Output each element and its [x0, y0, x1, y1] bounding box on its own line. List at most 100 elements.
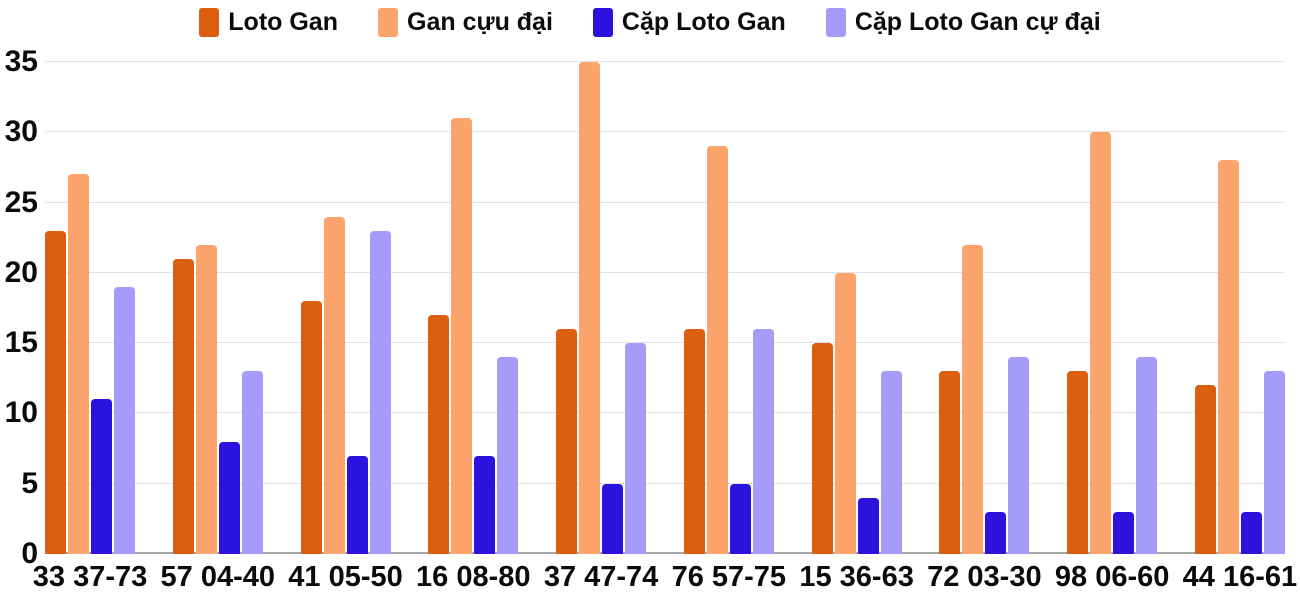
bar-loto-gan[interactable] — [172, 258, 194, 554]
x-category-label-text: 33 37-73 — [32, 561, 148, 593]
bar-cap-loto-gan-cu-ai[interactable] — [241, 371, 263, 554]
bar-group — [683, 62, 774, 554]
x-category-label-text: 16 08-80 — [416, 561, 531, 593]
bar-cap-loto-gan[interactable] — [985, 511, 1007, 554]
bar-cap-loto-gan-cu-ai[interactable] — [880, 371, 902, 554]
bar-loto-gan[interactable] — [1067, 371, 1089, 554]
bar-cap-loto-gan[interactable] — [474, 455, 496, 554]
bar-gan-cuu-ai[interactable] — [1090, 132, 1112, 554]
bar-cap-loto-gan-cu-ai[interactable] — [752, 329, 774, 554]
bar-loto-gan[interactable] — [811, 343, 833, 554]
x-category-label-text: 37 47-74 — [543, 561, 659, 593]
bar-cap-loto-gan-cu-ai[interactable] — [625, 343, 647, 554]
gridline — [45, 342, 1285, 344]
y-tick-label: 5 — [21, 466, 38, 500]
legend-label: Cặp Loto Gan cự đại — [854, 8, 1101, 36]
gridline — [45, 61, 1285, 62]
bar-group — [811, 62, 902, 554]
legend-swatch-icon — [199, 7, 220, 37]
legend-item-gan-cuu-ai[interactable]: Gan cựu đại — [378, 7, 553, 37]
bar-group — [556, 62, 647, 554]
bar-cap-loto-gan-cu-ai[interactable] — [1008, 357, 1030, 554]
legend-label: Gan cựu đại — [407, 8, 553, 36]
gridline — [45, 412, 1285, 414]
x-axis-line — [45, 552, 1285, 554]
bar-group — [45, 62, 135, 554]
bar-cap-loto-gan[interactable] — [602, 483, 624, 554]
legend-swatch-icon — [825, 7, 846, 37]
gridline — [45, 482, 1285, 484]
bar-gan-cuu-ai[interactable] — [962, 244, 984, 554]
x-category-label: 72 03-30 — [927, 558, 1042, 596]
bar-cap-loto-gan[interactable] — [729, 483, 751, 554]
legend-item-cap-loto-gan-cu-ai[interactable]: Cặp Loto Gan cự đại — [825, 7, 1101, 37]
x-axis-labels: 33 37-73 57 04-40 41 05-50 16 08-80 37 47-74… — [33, 558, 1298, 596]
bar-cap-loto-gan-cu-ai[interactable] — [114, 286, 135, 554]
x-category-label-text: 57 04-40 — [160, 561, 276, 593]
bar-gan-cuu-ai[interactable] — [195, 244, 217, 554]
legend-swatch-icon — [592, 7, 613, 37]
legend-swatch-icon — [378, 7, 398, 37]
x-category-label: 76 57-75 — [672, 558, 787, 596]
bar-loto-gan[interactable] — [428, 315, 450, 554]
bar-cap-loto-gan[interactable] — [1113, 511, 1135, 554]
gridline — [45, 131, 1285, 133]
x-category-label-text: 98 06-60 — [1054, 561, 1170, 593]
bar-group — [300, 62, 391, 554]
y-tick-label: 25 — [4, 185, 38, 219]
x-category-label: 37 47-74 — [544, 558, 659, 596]
x-category-label: 15 36-63 — [799, 558, 914, 596]
y-tick-label: 0 — [21, 537, 38, 570]
bar-group — [939, 62, 1030, 554]
x-category-label-text: 41 05-50 — [288, 561, 403, 593]
bar-loto-gan[interactable] — [1194, 385, 1216, 554]
legend-label: Loto Gan — [228, 8, 338, 36]
x-category-label: 98 06-60 — [1055, 558, 1170, 596]
y-tick-label: 30 — [4, 115, 38, 149]
gridline — [45, 271, 1285, 273]
bar-gan-cuu-ai[interactable] — [323, 216, 345, 554]
bar-loto-gan[interactable] — [939, 371, 961, 554]
legend-label: Cặp Loto Gan — [621, 8, 786, 36]
bar-cap-loto-gan[interactable] — [857, 497, 879, 554]
bar-cap-loto-gan-cu-ai[interactable] — [1263, 371, 1285, 554]
bar-group — [172, 62, 263, 554]
bar-gan-cuu-ai[interactable] — [451, 118, 473, 554]
bar-gan-cuu-ai[interactable] — [834, 272, 856, 554]
bar-loto-gan[interactable] — [300, 300, 322, 554]
chart-legend: Loto Gan Gan cựu đại Cặp Loto Gan Cặp Loto … — [0, 7, 1300, 37]
bar-group — [1067, 62, 1158, 554]
x-category-label: 41 05-50 — [288, 558, 403, 596]
legend-item-loto-gan[interactable]: Loto Gan — [199, 7, 338, 37]
bar-cap-loto-gan[interactable] — [218, 441, 240, 554]
bar-loto-gan[interactable] — [683, 329, 705, 554]
bar-gan-cuu-ai[interactable] — [1217, 160, 1239, 554]
bar-cap-loto-gan-cu-ai[interactable] — [369, 230, 391, 554]
bar-gan-cuu-ai[interactable] — [68, 174, 89, 554]
x-category-label-text: 44 16-61 — [1182, 561, 1298, 593]
y-tick-label: 20 — [4, 255, 38, 289]
bar-cap-loto-gan[interactable] — [346, 455, 368, 554]
bar-group — [1194, 62, 1285, 554]
bar-cap-loto-gan-cu-ai[interactable] — [1136, 357, 1158, 554]
x-category-label: 16 08-80 — [416, 558, 531, 596]
bar-loto-gan[interactable] — [556, 329, 578, 554]
y-tick-label: 10 — [4, 396, 38, 430]
x-category-label-text: 72 03-30 — [927, 561, 1042, 593]
bar-group — [428, 62, 519, 554]
bar-cap-loto-gan-cu-ai[interactable] — [497, 357, 519, 554]
bar-gan-cuu-ai[interactable] — [706, 146, 728, 554]
y-tick-label: 15 — [4, 326, 38, 360]
y-tick-label: 35 — [4, 45, 38, 78]
bar-gan-cuu-ai[interactable] — [579, 62, 601, 554]
gridline — [45, 201, 1285, 203]
bar-cap-loto-gan[interactable] — [1240, 511, 1262, 554]
x-category-label-text: 76 57-75 — [671, 561, 787, 593]
x-category-label: 44 16-61 — [1183, 558, 1298, 596]
x-category-label-text: 15 36-63 — [799, 561, 914, 593]
bar-loto-gan[interactable] — [45, 230, 66, 554]
x-category-label: 57 04-40 — [161, 558, 276, 596]
legend-item-cap-loto-gan[interactable]: Cặp Loto Gan — [592, 7, 786, 37]
bar-cap-loto-gan[interactable] — [91, 399, 112, 554]
